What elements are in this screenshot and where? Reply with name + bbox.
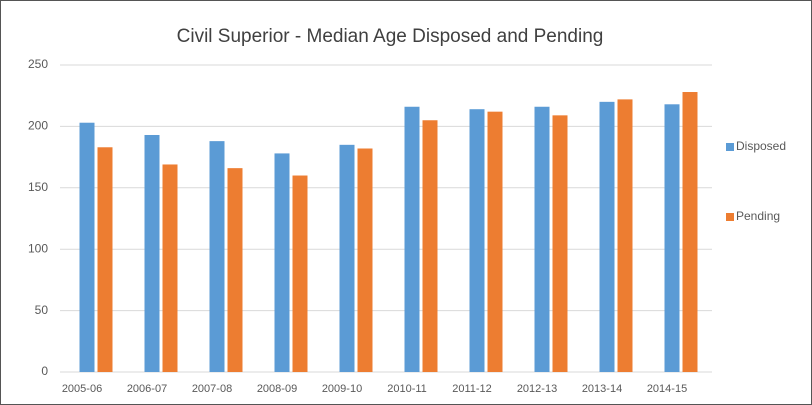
legend-swatch	[726, 213, 734, 221]
bar	[617, 99, 633, 372]
x-tick-label: 2008-09	[257, 383, 297, 395]
chart-title: Civil Superior - Median Age Disposed and…	[177, 26, 604, 47]
y-tick-label: 150	[28, 180, 48, 194]
legend-label: Pending	[736, 209, 780, 223]
bar	[274, 153, 290, 372]
x-tick-label: 2007-08	[192, 383, 232, 395]
bar	[292, 175, 308, 372]
bar	[79, 122, 95, 372]
x-tick-label: 2013-14	[582, 383, 622, 395]
bar	[357, 148, 373, 372]
bar	[469, 109, 485, 372]
bar	[97, 147, 113, 372]
bar	[144, 134, 160, 372]
y-tick-label: 100	[28, 241, 48, 255]
bar	[162, 164, 178, 372]
x-tick-label: 2010-11	[387, 383, 427, 395]
bar	[209, 141, 225, 372]
bar	[599, 101, 615, 372]
bar	[422, 120, 438, 372]
x-tick-label: 2006-07	[127, 383, 167, 395]
bar	[227, 168, 243, 372]
x-tick-label: 2012-13	[517, 383, 557, 395]
x-tick-label: 2009-10	[322, 383, 362, 395]
bar	[404, 106, 420, 372]
legend-swatch	[726, 143, 734, 151]
bar	[339, 144, 355, 372]
x-tick-label: 2014-15	[647, 383, 687, 395]
x-tick-label: 2005-06	[62, 383, 102, 395]
y-tick-label: 200	[28, 119, 48, 133]
y-tick-label: 250	[28, 57, 48, 71]
bar	[664, 104, 680, 373]
y-tick-label: 50	[35, 303, 49, 317]
x-tick-label: 2011-12	[452, 383, 492, 395]
y-tick-label: 0	[41, 364, 48, 378]
legend-label: Disposed	[736, 139, 786, 153]
bar	[682, 92, 698, 373]
bar	[534, 106, 550, 372]
bar	[487, 111, 503, 372]
bar	[552, 115, 568, 373]
